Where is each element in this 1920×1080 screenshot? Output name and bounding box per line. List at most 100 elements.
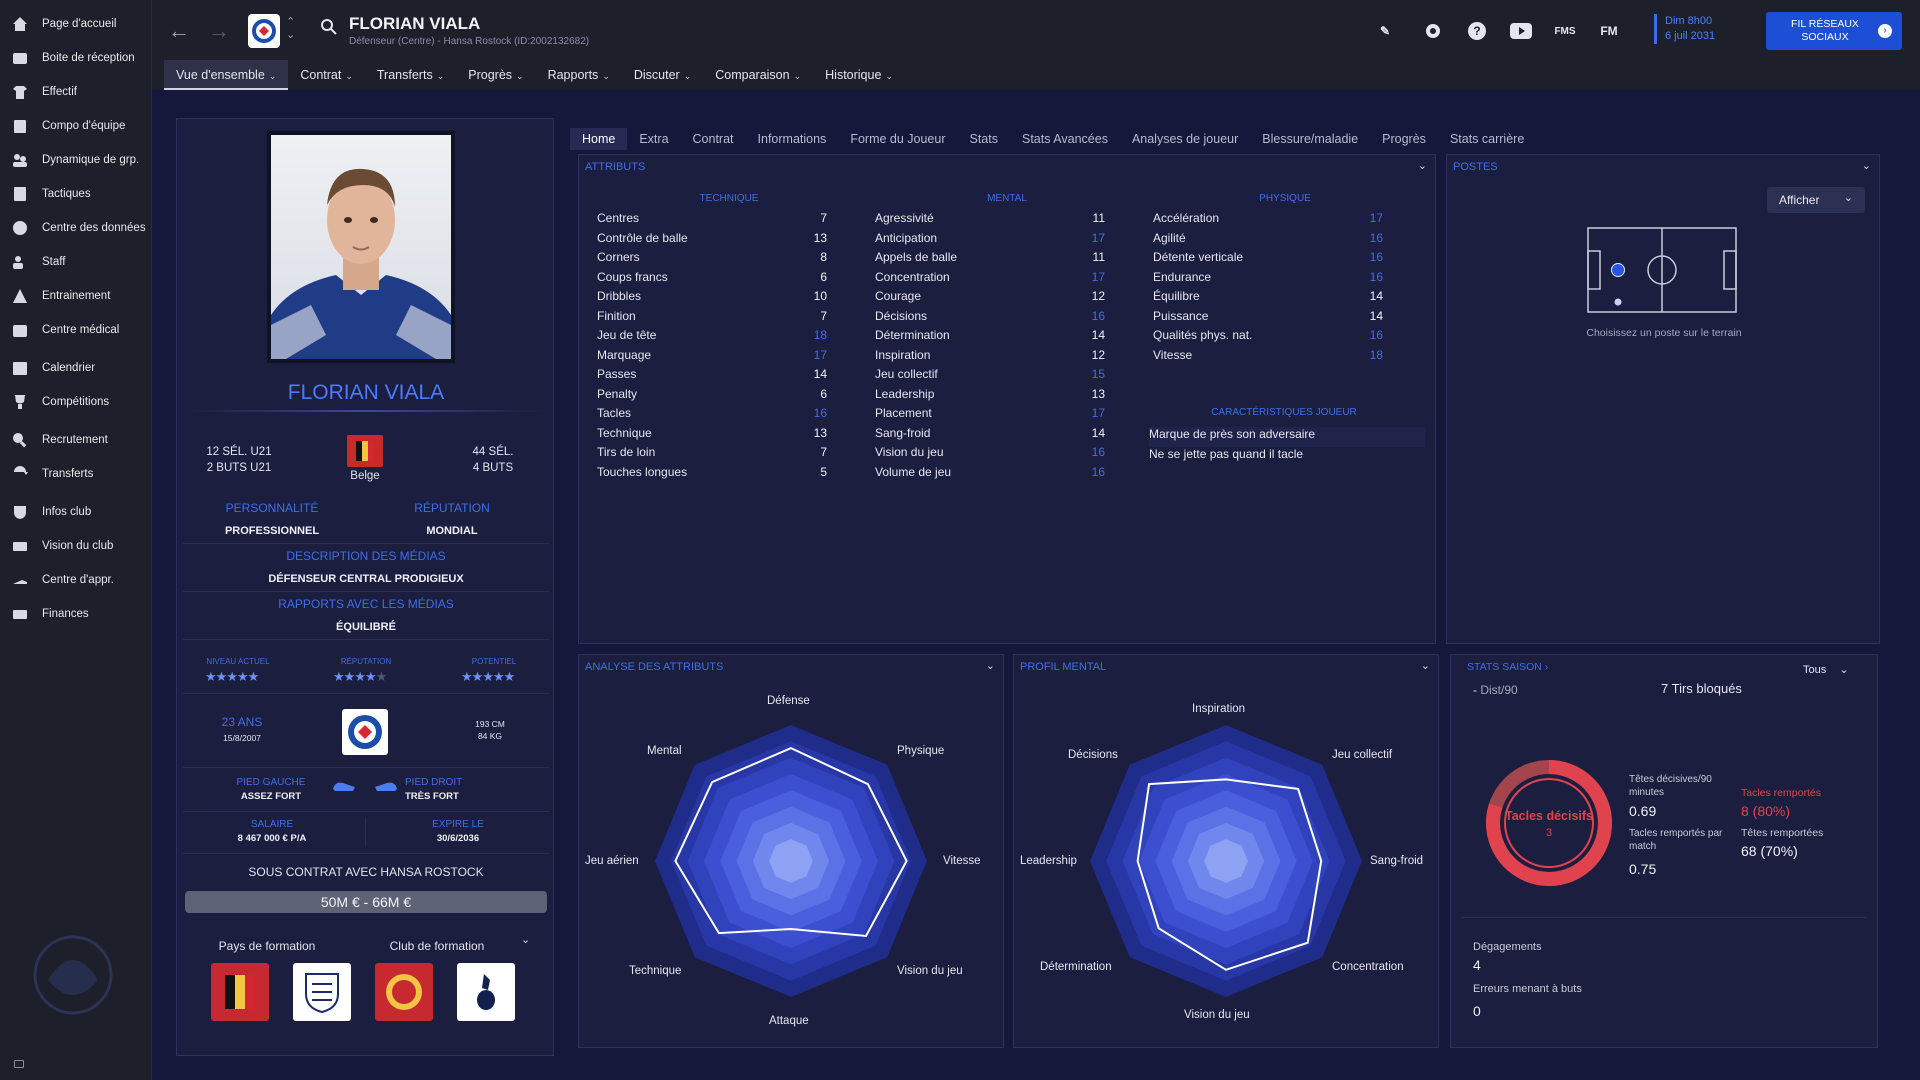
pitch-diagram[interactable]	[1587, 227, 1737, 313]
tackles-per-match-label: Tacles remportés par match	[1629, 828, 1723, 852]
attribute-name: Jeu de tête	[597, 328, 657, 342]
medical-icon	[10, 321, 30, 339]
tab-4[interactable]: Informations	[757, 132, 827, 146]
menu-item-6[interactable]: Discuter ⌄	[633, 68, 692, 82]
attribute-name: Jeu collectif	[875, 367, 938, 381]
attribute-name: Contrôle de balle	[597, 230, 688, 245]
youtube-icon[interactable]	[1510, 20, 1532, 42]
player-trait: Marque de près son adversaire	[1149, 427, 1425, 447]
date-display[interactable]: Dim 8h00 6 juil 2031	[1654, 14, 1715, 44]
tab-10[interactable]: Progrès	[1382, 132, 1426, 146]
sub-tabs: Home Extra Contrat Informations Forme du Jou…	[570, 128, 1536, 150]
up-down-icon[interactable]: ⌃ ⌄	[286, 16, 296, 41]
club-logo-icon	[33, 935, 113, 1015]
search-icon[interactable]	[320, 18, 338, 36]
attribute-value: 6	[820, 269, 827, 284]
attribute-value: 7	[820, 445, 827, 459]
menu-item-7[interactable]: Comparaison ⌄	[715, 68, 802, 82]
header: ← → ⌃ ⌄ FLORIAN VIALA Défenseur (Centre) …	[152, 0, 1920, 90]
sidebar-item-13[interactable]: Recrutement	[0, 423, 151, 457]
u21-goals: 2 BUTS U21	[206, 462, 272, 474]
tab-9[interactable]: Blessure/maladie	[1262, 132, 1359, 146]
training-icon	[10, 287, 30, 305]
radar-axis-label: Vision du jeu	[897, 965, 963, 977]
menu-item-3[interactable]: Transferts ⌄	[376, 68, 445, 82]
tottenham-crest-icon[interactable]	[457, 963, 515, 1021]
season-stats-title[interactable]: STATS SAISON ›	[1467, 661, 1549, 673]
sidebar-item-4[interactable]: Compo d'équipe	[0, 109, 151, 143]
sidebar-item-8[interactable]: Staff	[0, 245, 151, 279]
menu-item-5[interactable]: Rapports ⌄	[547, 68, 610, 82]
ball-icon[interactable]	[1422, 20, 1444, 42]
attribute-name: Anticipation	[875, 230, 938, 245]
sidebar-item-9[interactable]: Entrainement	[0, 279, 151, 313]
chevron-down-icon[interactable]: ⌄	[1417, 160, 1427, 172]
help-icon[interactable]: ?	[1466, 20, 1488, 42]
screen-icon[interactable]	[14, 1060, 24, 1068]
sidebar-item-16[interactable]: Vision du club	[0, 529, 151, 563]
club-crest-icon[interactable]	[248, 14, 280, 48]
back-arrow-icon[interactable]: ←	[168, 18, 190, 43]
show-dropdown[interactable]: Afficher ⌄	[1767, 187, 1865, 213]
radar-axis-label: Concentration	[1332, 961, 1404, 973]
chevron-down-icon[interactable]: ⌄	[521, 934, 531, 946]
menu-item-4[interactable]: Progrès ⌄	[468, 68, 524, 82]
left-foot-label: PIED GAUCHE	[236, 777, 306, 788]
club-crest-icon[interactable]	[342, 709, 388, 755]
tab-1[interactable]: Home	[570, 128, 628, 150]
sidebar-item-1[interactable]: Page d'accueil	[0, 7, 151, 41]
sidebar-item-15[interactable]: Infos club	[0, 495, 151, 529]
sidebar-item-18[interactable]: Finances	[0, 597, 151, 631]
sidebar-item-2[interactable]: Boite de réception	[0, 41, 151, 75]
sidebar-item-label: Compétitions	[42, 396, 110, 408]
fms-icon[interactable]: FMS	[1554, 25, 1576, 37]
chevron-down-icon[interactable]: ⌄	[1420, 660, 1430, 672]
sidebar-item-11[interactable]: Calendrier	[0, 351, 151, 385]
fm-icon[interactable]: FM	[1600, 24, 1618, 38]
radar-axis-label: Attaque	[769, 1015, 809, 1027]
sidebar-item-6[interactable]: Tactiques	[0, 177, 151, 211]
sidebar-item-14[interactable]: Transferts	[0, 457, 151, 491]
forward-arrow-icon[interactable]: →	[208, 18, 230, 43]
pencil-icon[interactable]: ✎	[1379, 24, 1391, 38]
filter-dropdown[interactable]: Tous ⌄	[1803, 664, 1849, 676]
tab-3[interactable]: Contrat	[692, 132, 734, 146]
menu-item-8[interactable]: Historique ⌄	[825, 68, 893, 82]
sidebar-item-label: Recrutement	[42, 434, 108, 446]
chevron-down-icon: ⌄	[268, 71, 277, 81]
home-icon	[10, 15, 30, 33]
radar-axis-label: Mental	[647, 745, 682, 757]
sidebar-item-7[interactable]: Centre des données	[0, 211, 151, 245]
belgium-flag-icon[interactable]	[211, 963, 269, 1021]
social-feed-button[interactable]: FIL RÉSEAUX SOCIAUX ›	[1766, 12, 1902, 50]
sidebar-item-10[interactable]: Centre médical	[0, 313, 151, 347]
tab-6[interactable]: Stats	[969, 132, 999, 146]
sidebar-item-17[interactable]: Centre d'appr.	[0, 563, 151, 597]
sidebar-item-label: Centre des données	[42, 222, 146, 234]
radar-axis-label: Leadership	[1020, 855, 1077, 867]
england-crest-icon[interactable]	[293, 963, 351, 1021]
menu-item-1[interactable]: Vue d'ensemble ⌄	[164, 60, 289, 90]
radar-axis-label: Jeu collectif	[1332, 749, 1393, 761]
errors-label: Erreurs menant à buts	[1473, 983, 1582, 995]
sidebar-item-3[interactable]: Effectif	[0, 75, 151, 109]
training-club-crest-icon[interactable]	[375, 963, 433, 1021]
tab-7[interactable]: Stats Avancées	[1022, 132, 1108, 146]
sidebar-item-12[interactable]: Compétitions	[0, 385, 151, 419]
tackles-donut-chart	[1486, 760, 1612, 886]
transfer-value-bar[interactable]: 50M € - 66M €	[185, 891, 547, 913]
sidebar-item-label: Dynamique de grp.	[42, 154, 140, 166]
radar-series	[1136, 778, 1323, 971]
money-icon	[10, 605, 30, 623]
tab-11[interactable]: Stats carrière	[1449, 132, 1525, 146]
tab-5[interactable]: Forme du Joueur	[850, 132, 946, 146]
physique-header: PHYSIQUE	[1259, 193, 1311, 204]
tab-8[interactable]: Analyses de joueur	[1131, 132, 1239, 146]
menu-item-2[interactable]: Contrat ⌄	[300, 68, 353, 82]
chevron-down-icon[interactable]: ⌄	[985, 660, 995, 672]
sidebar-item-5[interactable]: Dynamique de grp.	[0, 143, 151, 177]
tab-2[interactable]: Extra	[639, 132, 669, 146]
chevron-down-icon[interactable]: ⌄	[1861, 160, 1871, 172]
date-of-birth: 15/8/2007	[223, 733, 261, 743]
chevron-down-icon: ⌄	[885, 71, 893, 81]
